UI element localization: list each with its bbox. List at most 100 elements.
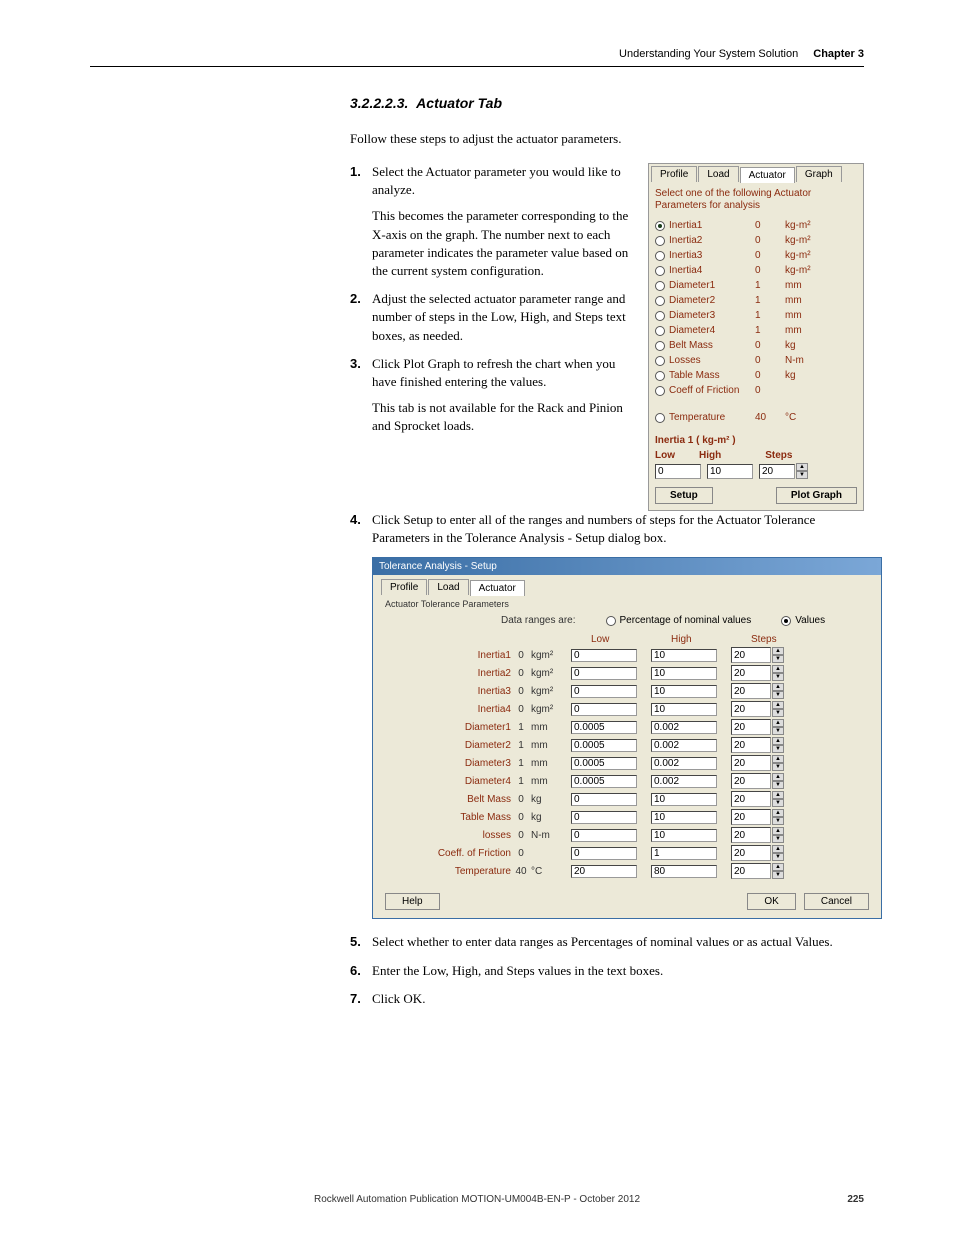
param-row[interactable]: Inertia30kg-m² bbox=[655, 248, 857, 263]
radio-icon[interactable] bbox=[655, 326, 665, 336]
dlg-low-input[interactable] bbox=[571, 649, 637, 662]
radio-icon[interactable] bbox=[655, 236, 665, 246]
dlg-low-input[interactable] bbox=[571, 685, 637, 698]
spin-down-icon[interactable]: ▼ bbox=[772, 799, 784, 807]
tab-graph[interactable]: Graph bbox=[796, 166, 842, 182]
range-values-option[interactable]: Values bbox=[781, 615, 825, 626]
dlg-steps-input[interactable] bbox=[731, 863, 771, 879]
spin-up-icon[interactable]: ▲ bbox=[772, 683, 784, 691]
dlg-steps-input[interactable] bbox=[731, 719, 771, 735]
dlg-low-input[interactable] bbox=[571, 703, 637, 716]
setup-button[interactable]: Setup bbox=[655, 487, 713, 504]
radio-icon[interactable] bbox=[655, 341, 665, 351]
dlg-low-input[interactable] bbox=[571, 757, 637, 770]
spin-up-icon[interactable]: ▲ bbox=[772, 665, 784, 673]
spin-down-icon[interactable]: ▼ bbox=[772, 817, 784, 825]
range-perc-option[interactable]: Percentage of nominal values bbox=[606, 615, 752, 626]
dlg-steps-input[interactable] bbox=[731, 773, 771, 789]
dlg-high-input[interactable] bbox=[651, 811, 717, 824]
dlg-low-input[interactable] bbox=[571, 865, 637, 878]
dlg-steps-input[interactable] bbox=[731, 845, 771, 861]
dlg-high-input[interactable] bbox=[651, 649, 717, 662]
dlg-low-input[interactable] bbox=[571, 775, 637, 788]
spin-up-icon[interactable]: ▲ bbox=[772, 773, 784, 781]
radio-icon[interactable] bbox=[655, 266, 665, 276]
spin-down-icon[interactable]: ▼ bbox=[772, 727, 784, 735]
param-row[interactable]: Table Mass0kg bbox=[655, 368, 857, 383]
spin-down-icon[interactable]: ▼ bbox=[772, 691, 784, 699]
tab-load[interactable]: Load bbox=[698, 166, 738, 182]
dlg-low-input[interactable] bbox=[571, 829, 637, 842]
dlg-steps-input[interactable] bbox=[731, 791, 771, 807]
dlg-steps-input[interactable] bbox=[731, 827, 771, 843]
spin-up-icon[interactable]: ▲ bbox=[772, 863, 784, 871]
spin-up-icon[interactable]: ▲ bbox=[772, 791, 784, 799]
tab-profile[interactable]: Profile bbox=[651, 166, 697, 182]
param-row[interactable]: Inertia40kg-m² bbox=[655, 263, 857, 278]
dlg-high-input[interactable] bbox=[651, 685, 717, 698]
param-row[interactable]: Diameter41mm bbox=[655, 323, 857, 338]
param-row[interactable]: Belt Mass0kg bbox=[655, 338, 857, 353]
steps-input[interactable] bbox=[759, 464, 795, 479]
dlg-steps-input[interactable] bbox=[731, 683, 771, 699]
radio-icon[interactable] bbox=[655, 371, 665, 381]
param-row[interactable]: Temperature40°C bbox=[655, 410, 857, 425]
dlg-tab-actuator[interactable]: Actuator bbox=[470, 580, 525, 596]
tab-actuator[interactable]: Actuator bbox=[740, 167, 795, 183]
spin-up-icon[interactable]: ▲ bbox=[772, 647, 784, 655]
param-row[interactable]: Diameter31mm bbox=[655, 308, 857, 323]
spin-up-icon[interactable]: ▲ bbox=[772, 701, 784, 709]
radio-icon[interactable] bbox=[655, 221, 665, 231]
cancel-button[interactable]: Cancel bbox=[804, 893, 869, 910]
dlg-steps-input[interactable] bbox=[731, 809, 771, 825]
spin-down-icon[interactable]: ▼ bbox=[772, 709, 784, 717]
dlg-low-input[interactable] bbox=[571, 667, 637, 680]
param-row[interactable]: Losses0N-m bbox=[655, 353, 857, 368]
radio-icon[interactable] bbox=[655, 311, 665, 321]
spin-down-icon[interactable]: ▼ bbox=[772, 745, 784, 753]
spin-up-icon[interactable]: ▲ bbox=[772, 737, 784, 745]
dlg-tab-profile[interactable]: Profile bbox=[381, 579, 427, 595]
dlg-high-input[interactable] bbox=[651, 829, 717, 842]
dlg-high-input[interactable] bbox=[651, 739, 717, 752]
dlg-tab-load[interactable]: Load bbox=[428, 579, 468, 595]
dlg-high-input[interactable] bbox=[651, 847, 717, 860]
spin-down-icon[interactable]: ▼ bbox=[772, 763, 784, 771]
dlg-steps-input[interactable] bbox=[731, 737, 771, 753]
radio-icon[interactable] bbox=[655, 386, 665, 396]
spin-up-icon[interactable]: ▲ bbox=[772, 719, 784, 727]
plot-graph-button[interactable]: Plot Graph bbox=[776, 487, 857, 504]
dlg-high-input[interactable] bbox=[651, 703, 717, 716]
dlg-low-input[interactable] bbox=[571, 811, 637, 824]
spin-down-icon[interactable]: ▼ bbox=[772, 673, 784, 681]
dlg-low-input[interactable] bbox=[571, 847, 637, 860]
param-row[interactable]: Diameter21mm bbox=[655, 293, 857, 308]
dlg-low-input[interactable] bbox=[571, 793, 637, 806]
spin-down-icon[interactable]: ▼ bbox=[772, 853, 784, 861]
spin-up-icon[interactable]: ▲ bbox=[772, 809, 784, 817]
steps-up-icon[interactable]: ▲ bbox=[796, 463, 808, 471]
spin-down-icon[interactable]: ▼ bbox=[772, 835, 784, 843]
steps-down-icon[interactable]: ▼ bbox=[796, 471, 808, 479]
spin-down-icon[interactable]: ▼ bbox=[772, 871, 784, 879]
radio-icon[interactable] bbox=[655, 413, 665, 423]
help-button[interactable]: Help bbox=[385, 893, 440, 910]
dlg-high-input[interactable] bbox=[651, 775, 717, 788]
dlg-steps-input[interactable] bbox=[731, 647, 771, 663]
spin-down-icon[interactable]: ▼ bbox=[772, 781, 784, 789]
param-row[interactable]: Diameter11mm bbox=[655, 278, 857, 293]
high-input[interactable] bbox=[707, 464, 753, 479]
spin-up-icon[interactable]: ▲ bbox=[772, 755, 784, 763]
radio-icon[interactable] bbox=[655, 356, 665, 366]
radio-icon[interactable] bbox=[655, 296, 665, 306]
dlg-high-input[interactable] bbox=[651, 793, 717, 806]
dlg-high-input[interactable] bbox=[651, 667, 717, 680]
dlg-high-input[interactable] bbox=[651, 721, 717, 734]
radio-icon[interactable] bbox=[655, 251, 665, 261]
param-row[interactable]: Inertia10kg-m² bbox=[655, 218, 857, 233]
param-row[interactable]: Coeff of Friction0 bbox=[655, 383, 857, 398]
dlg-high-input[interactable] bbox=[651, 865, 717, 878]
spin-up-icon[interactable]: ▲ bbox=[772, 827, 784, 835]
dlg-steps-input[interactable] bbox=[731, 755, 771, 771]
dlg-low-input[interactable] bbox=[571, 739, 637, 752]
